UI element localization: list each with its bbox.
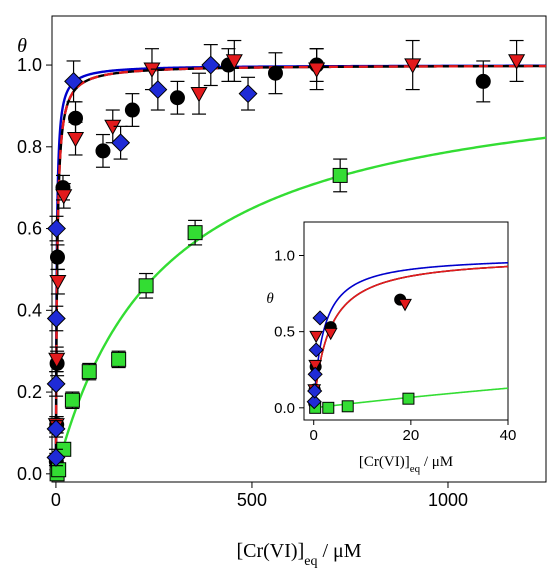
main-data-point <box>148 80 168 100</box>
main-data-point <box>169 90 185 106</box>
main-data-point <box>46 309 66 328</box>
main-data-point <box>46 448 66 467</box>
main-x-axis-title-main: [Cr(VI)] <box>236 540 304 562</box>
main-data-point <box>508 54 526 70</box>
main-data-point <box>64 392 80 408</box>
inset-y-axis-title: θ <box>266 291 274 307</box>
main-data-point <box>124 102 140 118</box>
inset-x-axis-title-main: [Cr(VI)] <box>359 454 410 470</box>
inset-data-point <box>341 400 354 413</box>
main-y-axis-title: θ <box>17 35 27 57</box>
main-y-tick-label: 0.4 <box>17 300 42 320</box>
main-data-point <box>308 62 326 78</box>
main-data-point <box>48 352 66 369</box>
inset-x-axis-title: [Cr(VI)]eq / μM <box>359 454 453 475</box>
main-fit-curve <box>54 64 546 474</box>
inset-x-tick-label: 0 <box>310 427 318 444</box>
inset-data-point <box>308 359 323 373</box>
main-y-tick-label: 1.0 <box>17 55 42 75</box>
inset-data-point <box>322 401 335 414</box>
main-data-point <box>111 351 127 367</box>
inset-x-tick-label: 40 <box>500 427 517 444</box>
main-data-point <box>51 462 67 478</box>
inset-y-tick-label: 1.0 <box>274 248 295 265</box>
inset-x-axis-title-unit: / μM <box>420 454 453 470</box>
main-data-point <box>49 275 67 291</box>
main-data-point <box>49 249 65 265</box>
main-x-axis-title-unit: / μM <box>317 540 361 562</box>
main-data-point <box>225 54 243 70</box>
main-data-point <box>201 55 221 75</box>
main-fit-curve <box>54 136 546 475</box>
main-data-point <box>47 219 66 239</box>
main-y-tick-label: 0.0 <box>17 464 42 484</box>
main-x-tick-label: 0 <box>51 490 61 510</box>
main-series-diamond <box>46 44 258 467</box>
inset-y-tick-label: 0.0 <box>274 400 295 417</box>
main-data-point <box>475 73 491 89</box>
main-data-point <box>404 58 422 74</box>
inset-data-point <box>312 310 328 326</box>
inset-frame <box>303 221 509 421</box>
inset-data-point <box>323 327 338 341</box>
main-data-point <box>95 143 111 159</box>
main-data-point <box>81 364 97 380</box>
main-data-point <box>66 131 85 148</box>
main-data-point <box>46 374 66 394</box>
main-y-tick-label: 0.8 <box>17 137 42 157</box>
main-data-point <box>187 225 203 241</box>
inset-data-point <box>309 330 324 344</box>
main-data-point <box>267 65 283 81</box>
inset-data-point <box>402 392 415 405</box>
main-data-point <box>332 167 348 183</box>
inset-series-diamond <box>306 310 328 410</box>
main-x-tick-label: 1000 <box>428 490 468 510</box>
main-data-point <box>111 133 131 153</box>
main-data-point <box>64 71 84 91</box>
main-data-point <box>190 87 208 103</box>
inset-data-point <box>306 394 322 410</box>
inset-data-point <box>307 383 323 399</box>
inset-data-point <box>308 342 324 358</box>
main-x-tick-label: 500 <box>237 490 267 510</box>
main-data-point <box>138 278 154 294</box>
main-series-triangle-down <box>47 39 526 434</box>
main-y-tick-label: 0.2 <box>17 382 42 402</box>
main-data-point <box>238 84 258 104</box>
inset-data-point <box>307 366 323 382</box>
inset-y-tick-label: 0.5 <box>274 324 295 341</box>
main-data-point <box>143 62 161 78</box>
inset-x-tick-label: 20 <box>403 427 420 444</box>
main-x-axis-title-sub: eq <box>304 554 317 569</box>
main-y-tick-label: 0.6 <box>17 219 42 239</box>
inset-x-axis-title-sub: eq <box>410 463 421 475</box>
main-data-point <box>104 119 122 136</box>
inset-plot: 0 20 40 0.0 0.5 1.0 θ [Cr(VI)]eq / μM <box>266 221 517 475</box>
main-data-point <box>55 189 73 205</box>
main-x-axis-title: [Cr(VI)]eq / μM <box>236 540 361 569</box>
inset-data-point <box>398 298 412 312</box>
main-data-point <box>46 419 66 439</box>
